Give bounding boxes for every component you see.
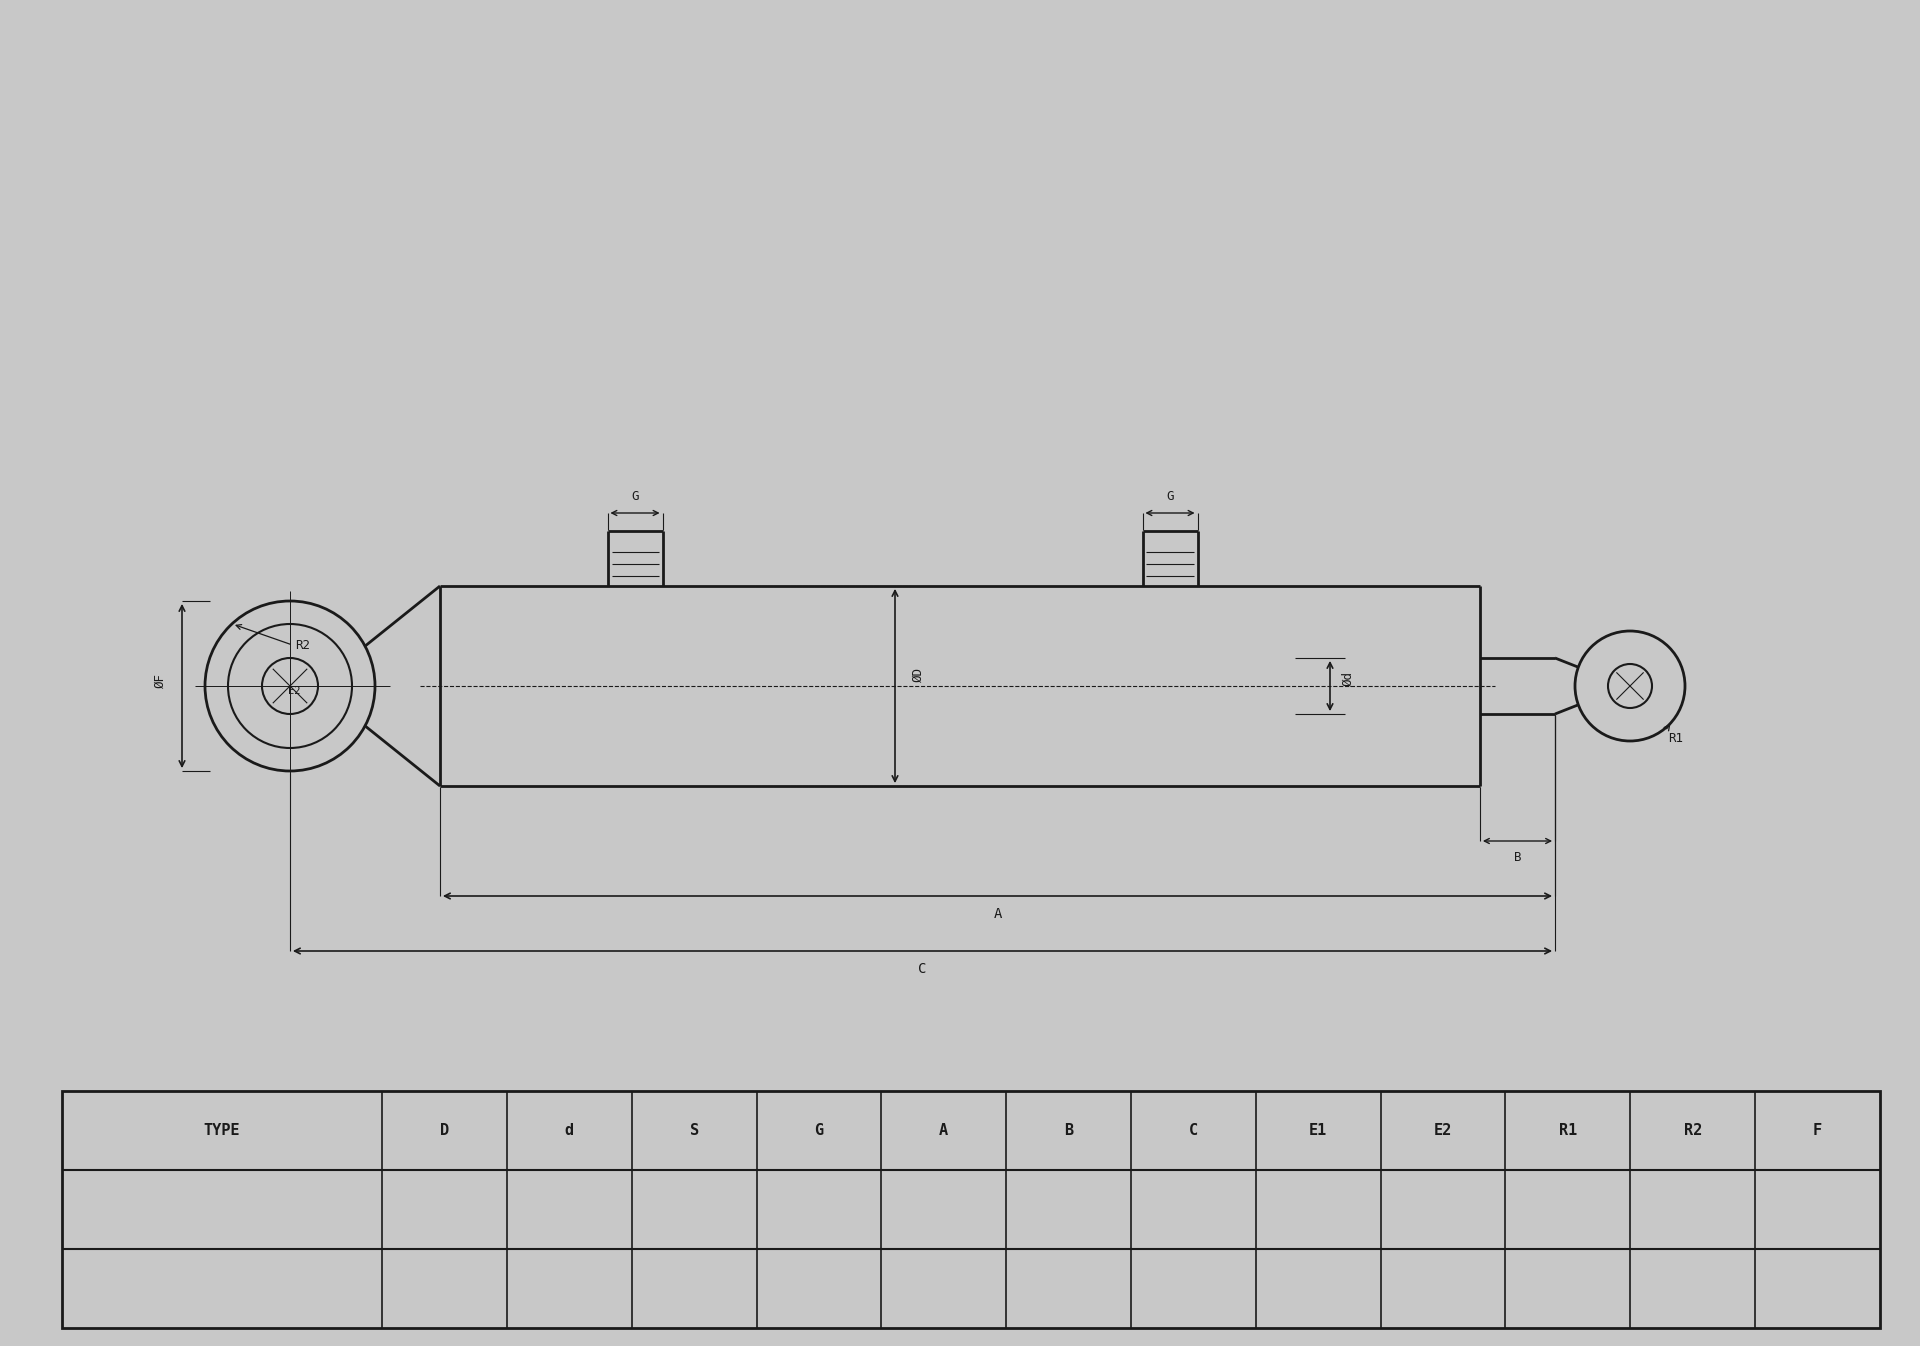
Text: R1: R1: [1559, 1123, 1576, 1137]
Text: d: d: [564, 1123, 574, 1137]
Bar: [61, 1092, 1880, 1329]
Text: B: B: [1513, 851, 1521, 864]
Text: G: G: [632, 490, 639, 503]
Text: ØD: ØD: [912, 666, 925, 681]
Text: ØF: ØF: [154, 673, 167, 689]
Text: A: A: [939, 1123, 948, 1137]
Text: D: D: [440, 1123, 449, 1137]
Text: R1: R1: [1668, 731, 1684, 744]
Text: E2: E2: [1434, 1123, 1452, 1137]
Text: C: C: [918, 962, 927, 976]
Text: A: A: [993, 907, 1002, 921]
Text: S: S: [689, 1123, 699, 1137]
Text: B: B: [1064, 1123, 1073, 1137]
Text: G: G: [814, 1123, 824, 1137]
Text: R2: R2: [296, 639, 309, 651]
Text: E1: E1: [1309, 1123, 1327, 1137]
Text: F: F: [1812, 1123, 1822, 1137]
Text: E2: E2: [288, 686, 300, 696]
Text: G: G: [1165, 490, 1173, 503]
Text: C: C: [1188, 1123, 1198, 1137]
Text: Ød: Ød: [1342, 670, 1356, 685]
Text: R2: R2: [1684, 1123, 1701, 1137]
Text: TYPE: TYPE: [204, 1123, 240, 1137]
